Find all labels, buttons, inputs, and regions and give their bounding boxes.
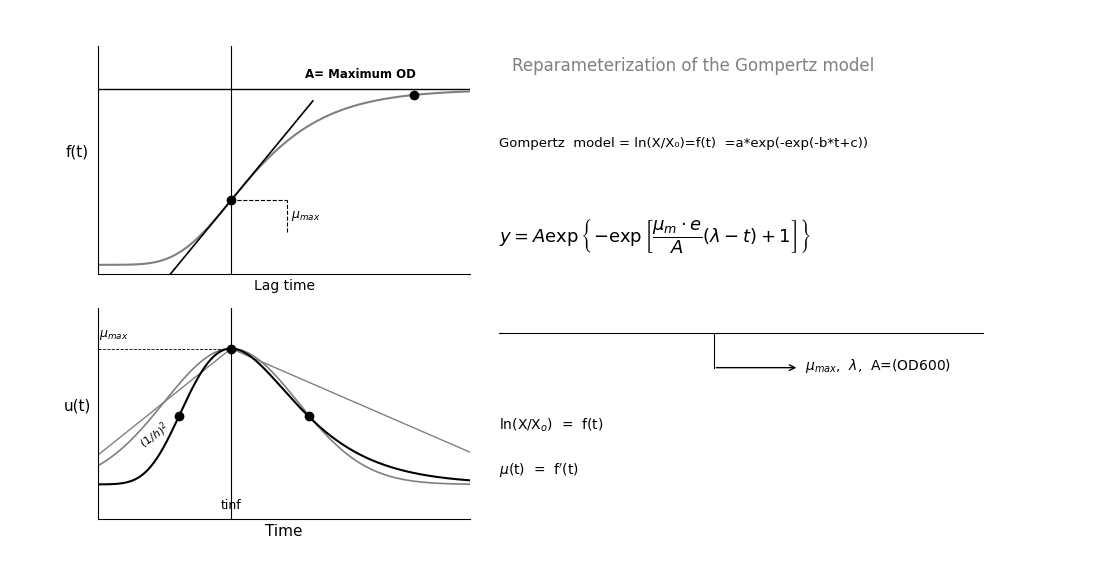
Text: ln(X/X$_o$)  =  f(t): ln(X/X$_o$) = f(t) xyxy=(500,416,603,434)
Text: $\mu_{max}$: $\mu_{max}$ xyxy=(99,328,128,342)
Text: $y = A\exp\left\{-\exp\left[\dfrac{\mu_m \cdot e}{A}(\lambda - t) + 1\right]\rig: $y = A\exp\left\{-\exp\left[\dfrac{\mu_m… xyxy=(500,217,811,255)
Y-axis label: u(t): u(t) xyxy=(63,398,91,413)
X-axis label: Time: Time xyxy=(266,524,303,539)
Text: $(1/h)^2$: $(1/h)^2$ xyxy=(137,419,173,453)
Y-axis label: f(t): f(t) xyxy=(66,145,90,160)
Text: $\mu_{max}$: $\mu_{max}$ xyxy=(291,209,320,223)
Text: A= Maximum OD: A= Maximum OD xyxy=(305,68,416,81)
X-axis label: Lag time: Lag time xyxy=(254,279,315,293)
Text: tinf: tinf xyxy=(221,499,242,512)
Text: Gompertz  model = ln(X/X₀)=f(t)  =a*exp(-exp(-b*t+c)): Gompertz model = ln(X/X₀)=f(t) =a*exp(-e… xyxy=(500,137,868,150)
Text: Reparameterization of the Gompertz model: Reparameterization of the Gompertz model xyxy=(512,57,873,75)
Text: $\mu$(t)  =  f$'$(t): $\mu$(t) = f$'$(t) xyxy=(500,462,579,480)
Text: $\mu_{max}$,  $\lambda$,  A=(OD600): $\mu_{max}$, $\lambda$, A=(OD600) xyxy=(806,357,951,375)
